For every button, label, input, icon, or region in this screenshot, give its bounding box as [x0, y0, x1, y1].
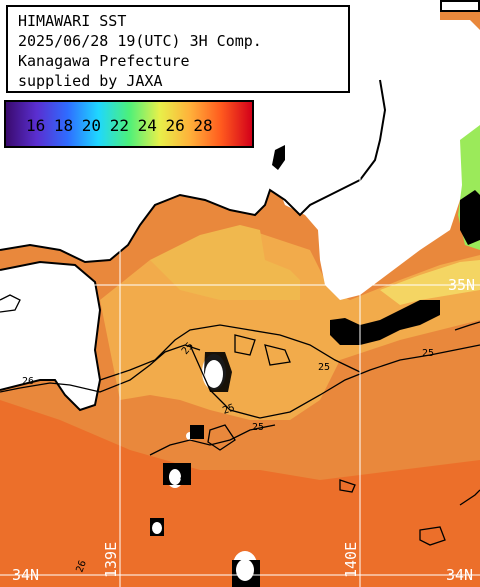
lat-label-34n-right: 34N [446, 566, 474, 584]
contour-label: 25 [318, 362, 330, 373]
contour-label: 25 [422, 348, 434, 359]
cloud-east-land [460, 190, 480, 245]
land-west-peninsula [0, 262, 100, 410]
island-3-top [152, 522, 162, 534]
contour-value-labels: 25 25 25 25 25 26 25 26 [22, 341, 434, 574]
yellow-patch-east [380, 260, 480, 305]
cloud-east-coast [330, 300, 440, 345]
supplier-line: supplied by JAXA [18, 72, 163, 90]
cloud-north-coast [272, 145, 285, 170]
title-box: HIMAWARI SST 2025/06/28 19(UTC) 3H Comp.… [6, 5, 350, 93]
color-scale-bar [6, 102, 252, 146]
contour-label: 26 [74, 559, 88, 574]
coastline-north [0, 79, 387, 264]
cloud-small-4 [190, 425, 204, 439]
contour-label: 25 [221, 402, 236, 416]
contour-label: 25 [179, 469, 195, 485]
color-scale-legend: 16 18 20 22 24 26 28 [4, 100, 254, 148]
coastline-west [0, 260, 102, 412]
corner-box [440, 0, 480, 12]
lon-label-139e: 139E [102, 541, 120, 578]
island-1-top [205, 360, 223, 388]
lat-label-34n: 34N [12, 566, 40, 584]
island-4-top [169, 469, 181, 485]
lat-label-35n-right: 35N [448, 276, 476, 294]
lat-label-35n: 35N [12, 276, 40, 294]
island-2-top [236, 559, 254, 581]
color-scale-labels: 16 18 20 22 24 26 28 [26, 116, 213, 135]
title-line: HIMAWARI SST [18, 12, 127, 30]
date-line: 2025/06/28 19(UTC) 3H Comp. [18, 32, 262, 50]
region-line: Kanagawa Prefecture [18, 52, 190, 70]
contour-label: 26 [22, 376, 34, 387]
lon-label-140e: 140E [342, 541, 360, 578]
contour-lines [0, 294, 480, 546]
cool-water-bay [150, 225, 300, 300]
contour-label: 25 [252, 422, 264, 433]
